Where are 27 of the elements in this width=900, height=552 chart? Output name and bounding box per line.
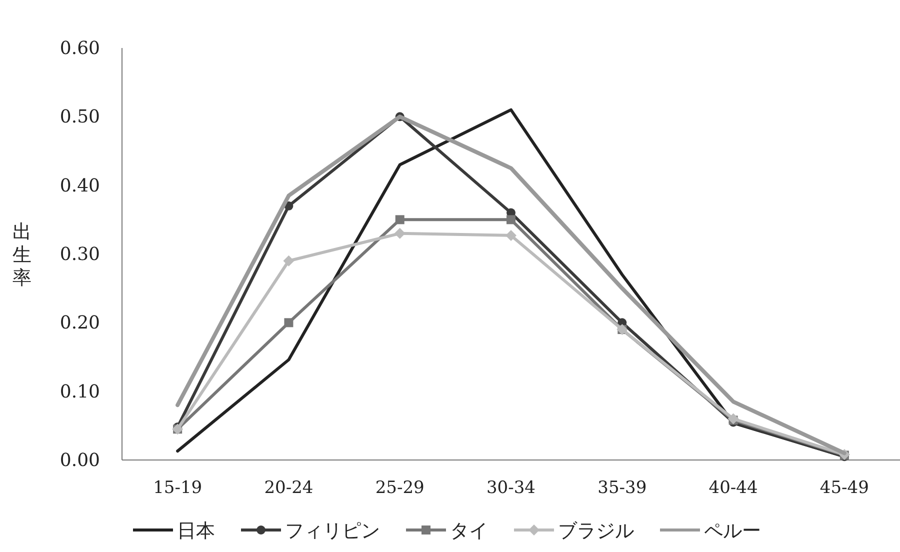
y-tick-label: 0.40 (60, 175, 100, 196)
point (283, 255, 294, 266)
x-tick-label: 20-24 (264, 478, 314, 498)
y-tick-label: 0.10 (60, 381, 100, 402)
x-tick-label: 15-19 (153, 478, 202, 498)
point (506, 215, 516, 224)
x-tick-label: 40-44 (708, 478, 758, 498)
legend-label: 日本 (177, 520, 215, 542)
y-tick-label: 0.00 (60, 450, 100, 471)
x-tick-label: 30-34 (486, 478, 536, 498)
point (506, 230, 516, 241)
x-tick-label: 25-29 (375, 478, 424, 498)
x-tick-label: 35-39 (598, 478, 647, 498)
y-axis-title: 出生率 (12, 221, 32, 289)
y-tick-label: 0.50 (60, 106, 100, 128)
y-tick-label: 0.60 (60, 38, 100, 59)
y-tick-label: 0.20 (60, 312, 100, 334)
legend-label: タイ (450, 520, 488, 542)
point (394, 228, 406, 239)
legend-label: ブラジル (558, 520, 634, 542)
y-tick-label: 0.30 (60, 244, 100, 265)
legend-label: フィリピン (285, 520, 380, 542)
point (284, 318, 294, 328)
x-tick-label: 45-49 (820, 478, 869, 498)
legend-label: ペルー (704, 520, 761, 542)
point (395, 215, 404, 224)
point (728, 413, 739, 424)
